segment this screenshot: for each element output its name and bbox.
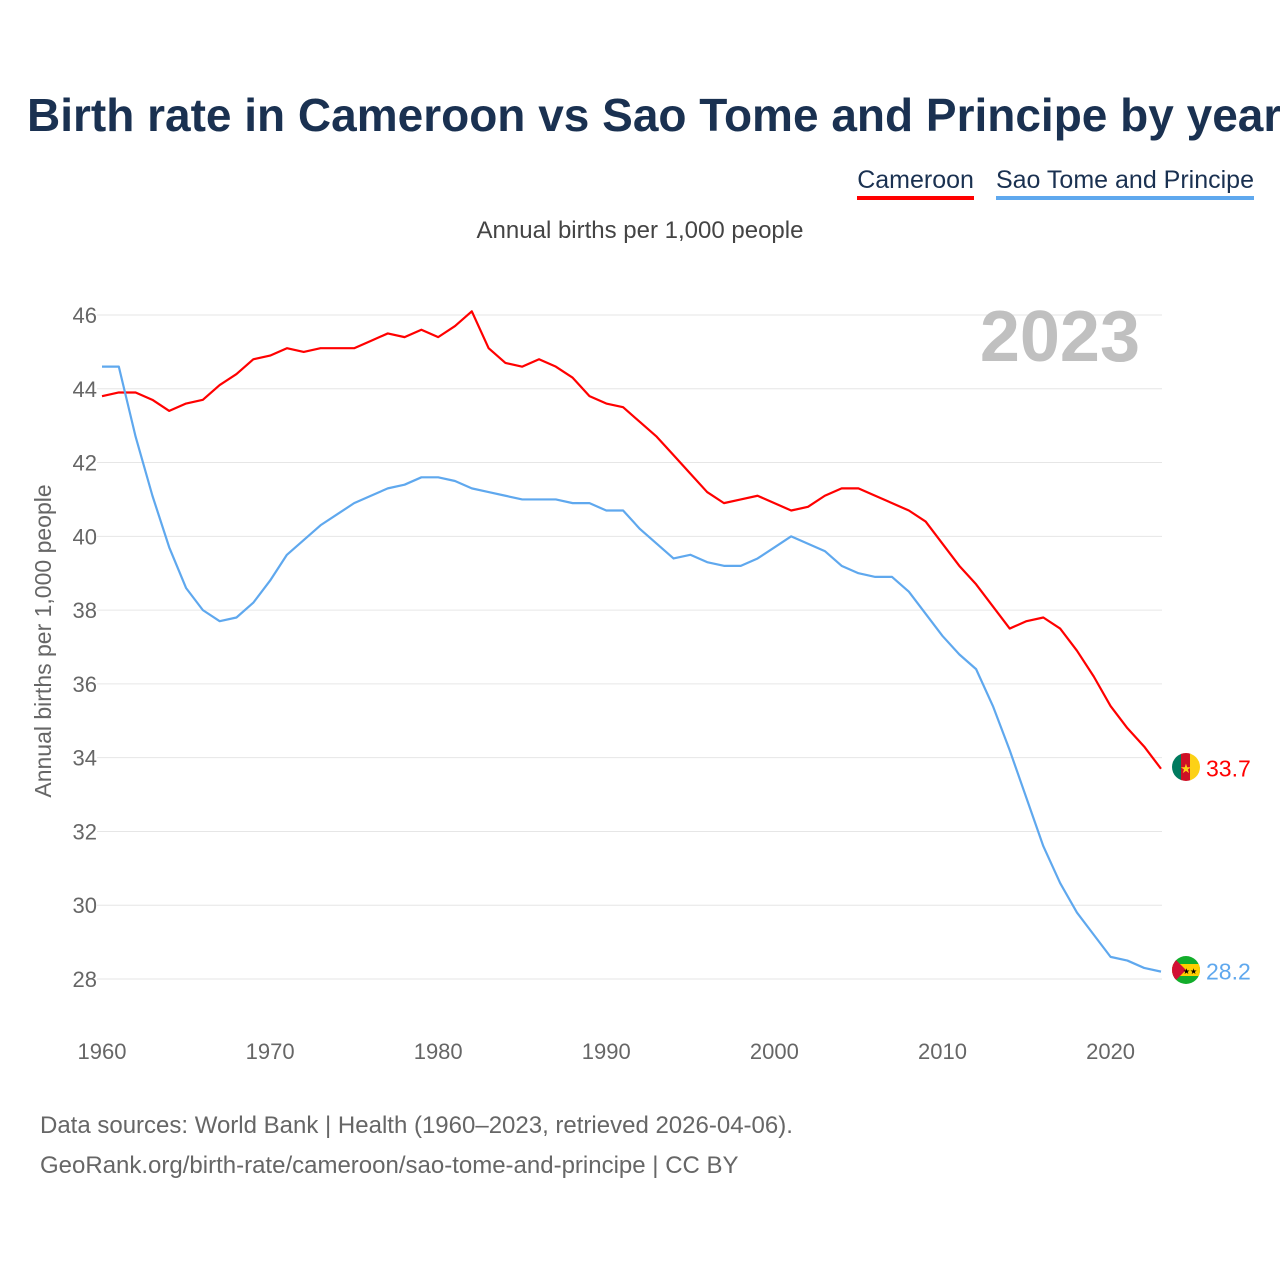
end-value-label: 33.7 [1206,756,1251,782]
chart-subtitle: Annual births per 1,000 people [476,217,804,244]
data-source-note: Data sources: World Bank | Health (1960–… [40,1112,793,1139]
y-tick-label: 42 [73,451,97,476]
svg-text:★★: ★★ [1183,967,1197,976]
y-tick-label: 44 [73,377,97,402]
sao-tome-flag-icon: ★★ [1172,956,1200,984]
end-value-label: 28.2 [1206,959,1251,985]
y-tick-label: 36 [73,672,97,697]
y-tick-label: 38 [73,598,97,623]
svg-text:★: ★ [1180,761,1192,776]
legend: Cameroon Sao Tome and Principe [857,166,1254,200]
x-tick-label: 2020 [1086,1039,1135,1064]
chart-title: Birth rate in Cameroon vs Sao Tome and P… [27,89,1280,141]
source-link[interactable]: GeoRank.org/birth-rate/cameroon/sao-tome… [40,1152,739,1179]
series-line-cameroon [101,310,1162,770]
x-tick-label: 1990 [582,1039,631,1064]
x-tick-label: 2000 [750,1039,799,1064]
y-axis-label: Annual births per 1,000 people [30,484,56,797]
x-tick-label: 1970 [246,1039,295,1064]
y-tick-label: 28 [73,967,97,992]
x-tick-label: 1980 [414,1039,463,1064]
series-line-sao-tome [102,365,1162,973]
y-tick-label: 30 [73,893,97,918]
cameroon-flag-icon: ★ [1172,753,1200,781]
legend-item-sao-tome[interactable]: Sao Tome and Principe [995,166,1254,200]
y-tick-label: 40 [73,524,97,549]
y-tick-label: 34 [73,746,97,771]
year-watermark: 2023 [980,297,1140,377]
x-tick-label: 1960 [78,1039,127,1064]
y-tick-label: 32 [73,819,97,844]
x-tick-label: 2010 [918,1039,967,1064]
legend-item-cameroon[interactable]: Cameroon [857,166,974,200]
footer: Data sources: World Bank | Health (1960–… [40,1106,793,1186]
y-tick-label: 46 [73,303,97,328]
